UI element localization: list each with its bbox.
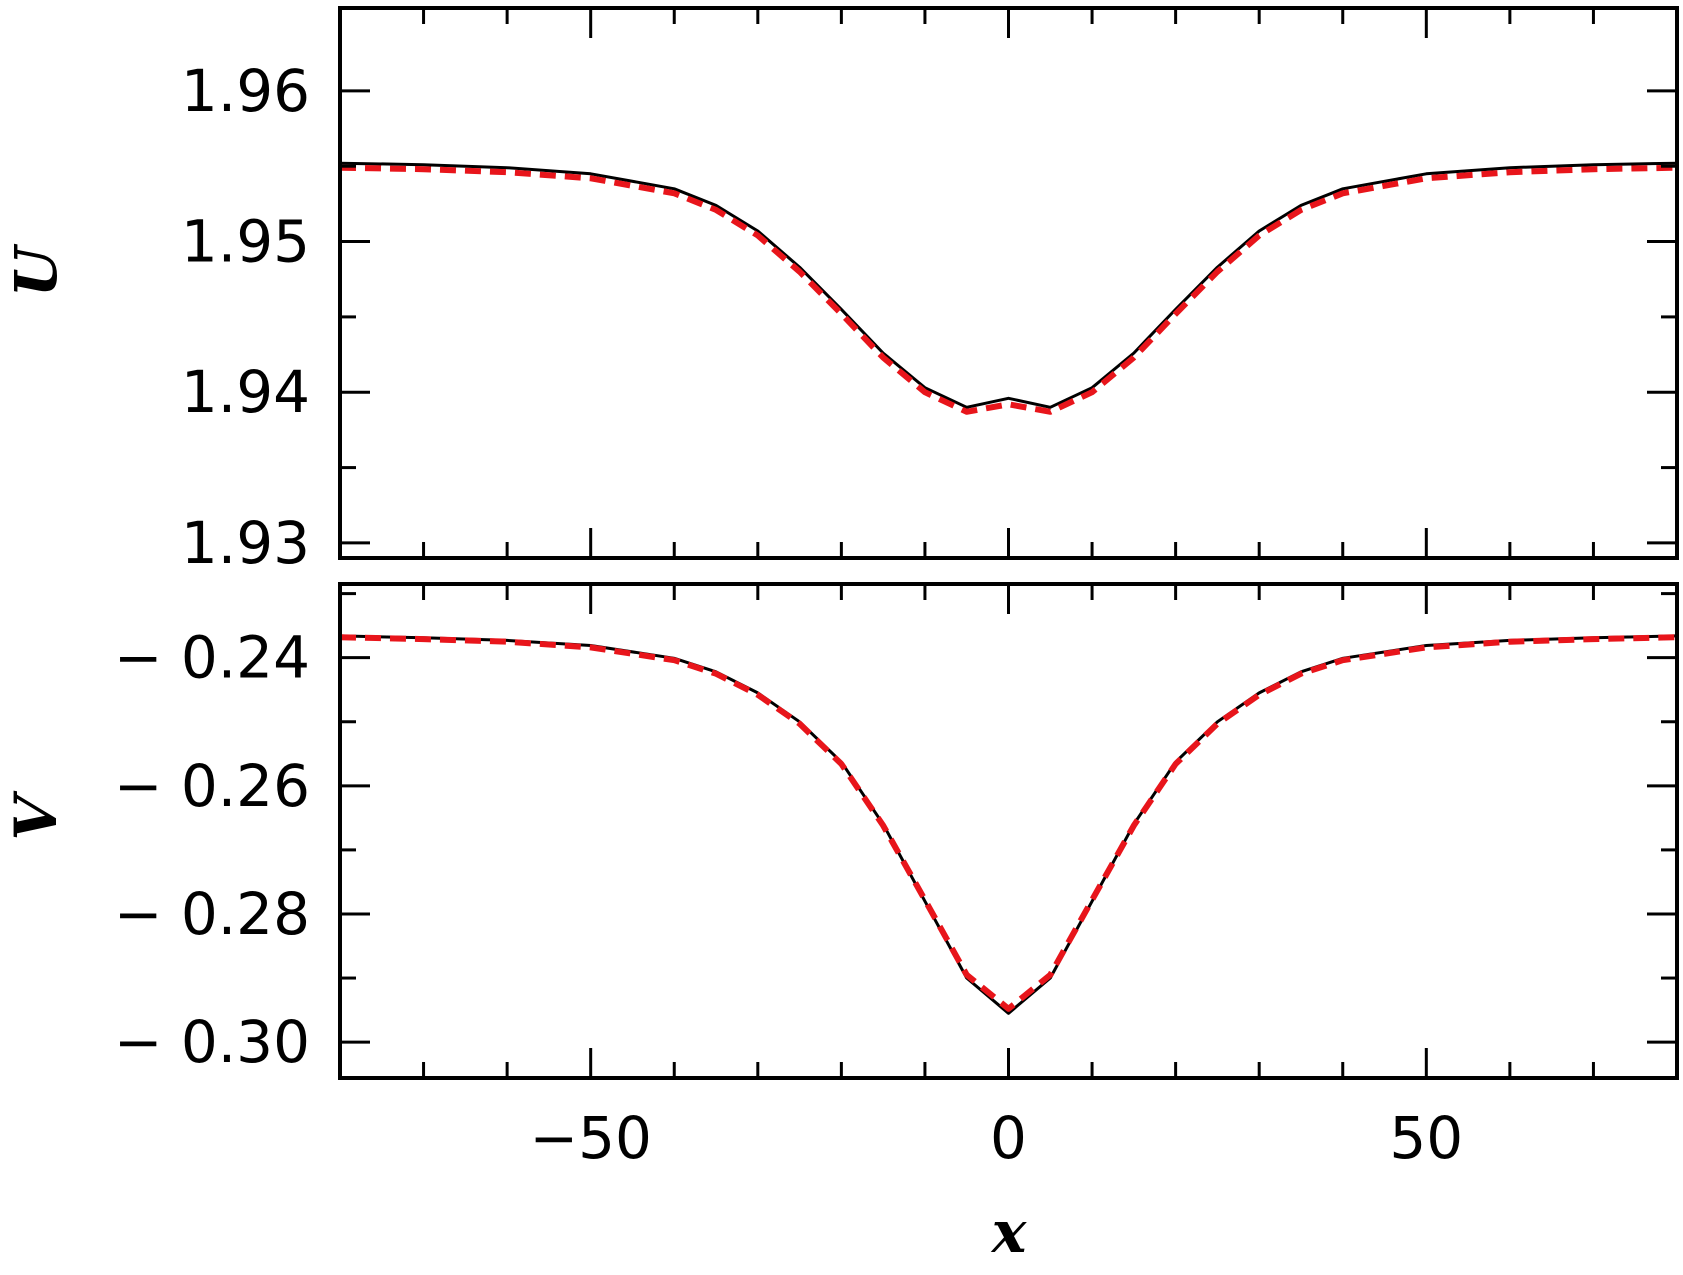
y-tick-label: 1.96 [181, 57, 310, 125]
panel-v: V − 0.30 − 0.28 − 0.26 − 0.24 −50 0 50 [2, 582, 1679, 1172]
dashed-series-line-v [339, 634, 1678, 1012]
y-tick-label: 1.94 [181, 358, 310, 426]
y-tick-label: − 0.26 [114, 752, 310, 820]
plot-frame [338, 582, 1679, 1080]
solid-series-line-v [339, 634, 1678, 1015]
y-axis-label-v: V [2, 791, 70, 841]
solid-series-line-u [339, 161, 1678, 409]
x-tick-label: 50 [1389, 1104, 1463, 1172]
y-tick-label: − 0.28 [114, 880, 310, 948]
y-tick-label: 1.93 [181, 509, 310, 577]
y-tick-label: − 0.24 [114, 624, 310, 692]
dashed-series-line-u [339, 164, 1678, 415]
x-tick-label: −50 [529, 1104, 651, 1172]
x-tick-label: 0 [990, 1104, 1027, 1172]
panel-u: U 1.93 1.94 1.95 1.96 [2, 6, 1679, 577]
plot-frame [338, 6, 1679, 560]
y-tick-label: 1.95 [181, 208, 310, 276]
y-axis-label-u: U [2, 243, 70, 297]
y-tick-label: − 0.30 [114, 1008, 310, 1076]
x-axis-label: x [990, 1198, 1028, 1266]
